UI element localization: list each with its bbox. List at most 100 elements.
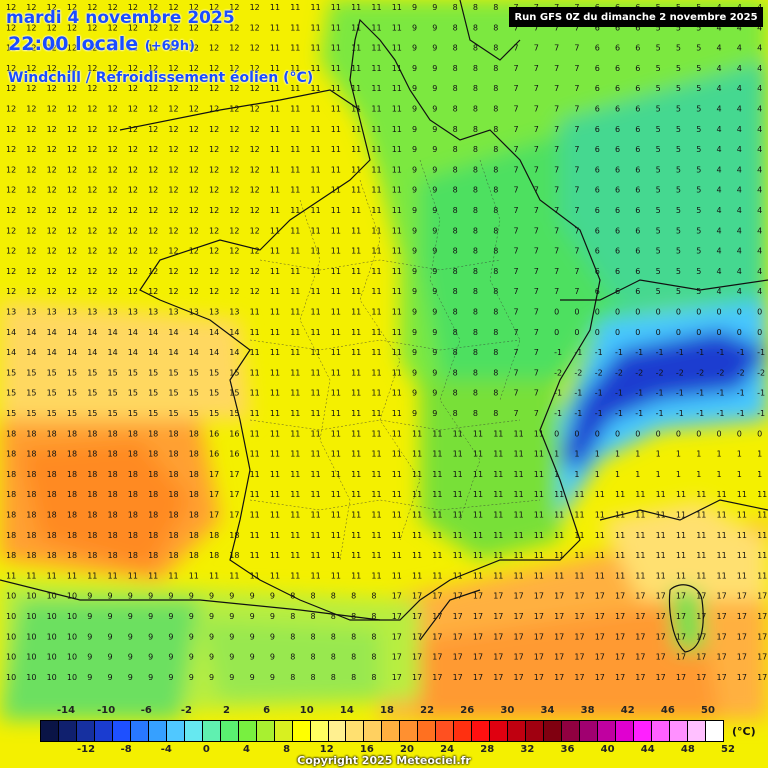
grid-value: 15: [67, 409, 77, 418]
grid-value: 12: [209, 84, 219, 93]
grid-value: 8: [331, 653, 336, 662]
grid-value: 11: [392, 511, 402, 520]
grid-value: 0: [717, 328, 722, 337]
grid-value: 11: [331, 450, 341, 459]
grid-value: 5: [696, 226, 701, 235]
grid-value: 11: [331, 287, 341, 296]
grid-value: 16: [209, 450, 219, 459]
grid-value: 5: [656, 64, 661, 73]
grid-value: 14: [108, 328, 118, 337]
grid-value: 11: [351, 23, 361, 32]
value-grid: 12 12 12 12 12 12 12 12 12 12 12 12 12 11 11 11 11 11 11 11…: [6, 3, 767, 682]
grid-value: 17: [737, 592, 747, 601]
grid-value: 9: [412, 125, 417, 134]
grid-value: 9: [209, 612, 214, 621]
grid-value: 7: [554, 84, 559, 93]
grid-value: 14: [229, 348, 239, 357]
grid-value: 17: [615, 673, 625, 682]
grid-value: 8: [493, 206, 498, 215]
grid-value: 11: [371, 368, 381, 377]
grid-value: 11: [351, 206, 361, 215]
grid-value: 14: [108, 348, 118, 357]
grid-value: -1: [595, 348, 603, 357]
grid-value: 11: [371, 551, 381, 560]
grid-value: 4: [737, 287, 742, 296]
grid-value: 11: [311, 348, 321, 357]
grid-value: 17: [473, 592, 483, 601]
grid-value: 11: [290, 368, 300, 377]
grid-value: 9: [432, 125, 437, 134]
legend-color-cell: [454, 721, 473, 741]
grid-value: 9: [148, 592, 153, 601]
grid-value: 12: [6, 206, 16, 215]
grid-value: 12: [6, 267, 16, 276]
grid-value: 4: [757, 23, 762, 32]
grid-value: 11: [392, 470, 402, 479]
grid-value: 17: [717, 592, 727, 601]
temperature-field: [0, 0, 768, 720]
grid-value: 8: [331, 612, 336, 621]
grid-value: 9: [432, 206, 437, 215]
grid-value: 17: [534, 673, 544, 682]
grid-value: 17: [635, 653, 645, 662]
grid-value: 9: [412, 328, 417, 337]
grid-value: 12: [209, 186, 219, 195]
grid-value: 4: [717, 247, 722, 256]
grid-value: 5: [676, 165, 681, 174]
legend-color-cell: [598, 721, 616, 741]
grid-value: 13: [67, 308, 77, 317]
grid-value: 9: [432, 23, 437, 32]
grid-value: 12: [168, 125, 178, 134]
grid-value: 15: [229, 368, 239, 377]
grid-value: 12: [168, 267, 178, 276]
grid-value: 12: [209, 267, 219, 276]
grid-value: 7: [514, 348, 519, 357]
grid-value: 11: [371, 287, 381, 296]
grid-value: 11: [493, 511, 503, 520]
grid-value: 5: [656, 206, 661, 215]
grid-value: 11: [514, 531, 524, 540]
grid-value: 11: [250, 389, 260, 398]
grid-value: 11: [290, 531, 300, 540]
grid-value: 4: [737, 267, 742, 276]
grid-value: 18: [148, 531, 158, 540]
grid-value: 11: [290, 165, 300, 174]
grid-value: 11: [412, 450, 422, 459]
legend-color-cell: [705, 721, 723, 741]
grid-value: 1: [554, 470, 559, 479]
grid-value: 12: [47, 226, 57, 235]
grid-value: 11: [331, 44, 341, 53]
grid-value: 12: [108, 64, 118, 73]
grid-value: 7: [534, 84, 539, 93]
grid-value: 11: [351, 490, 361, 499]
grid-value: -1: [574, 348, 582, 357]
grid-value: 7: [534, 44, 539, 53]
run-info-box: Run GFS 0Z du dimanche 2 novembre 2025: [509, 7, 763, 27]
grid-value: 9: [432, 145, 437, 154]
grid-value: 15: [47, 409, 57, 418]
grid-value: 12: [26, 125, 36, 134]
grid-value: 9: [87, 612, 92, 621]
grid-value: 8: [371, 673, 376, 682]
grid-value: 17: [554, 653, 564, 662]
grid-value: 12: [250, 84, 260, 93]
grid-value: 9: [432, 328, 437, 337]
grid-value: 9: [128, 653, 133, 662]
grid-value: 11: [615, 571, 625, 580]
grid-value: 7: [534, 328, 539, 337]
grid-value: 0: [554, 328, 559, 337]
grid-value: 18: [67, 450, 77, 459]
grid-value: 11: [148, 571, 158, 580]
grid-value: 11: [229, 571, 239, 580]
grid-value: 9: [412, 247, 417, 256]
grid-value: 7: [554, 186, 559, 195]
grid-value: 11: [595, 571, 605, 580]
grid-value: 8: [290, 592, 295, 601]
grid-value: 9: [432, 389, 437, 398]
grid-value: 6: [615, 64, 620, 73]
grid-value: 11: [371, 125, 381, 134]
grid-value: 9: [229, 592, 234, 601]
grid-value: 11: [270, 470, 280, 479]
grid-value: 11: [554, 490, 564, 499]
grid-value: 11: [717, 511, 727, 520]
